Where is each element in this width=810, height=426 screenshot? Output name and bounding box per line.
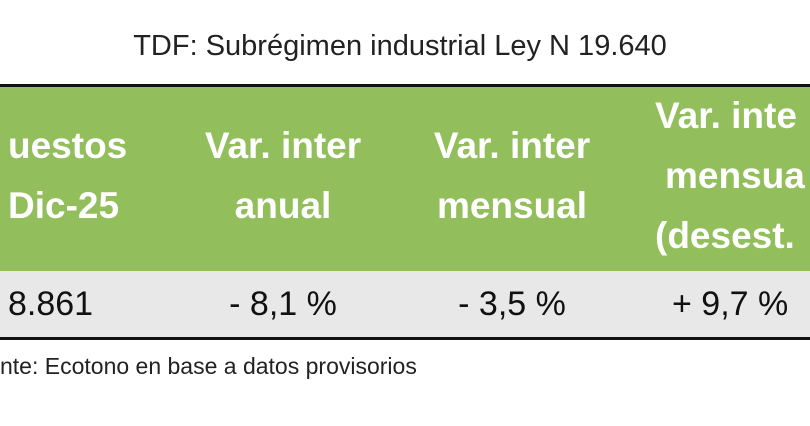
header-cell: anual	[234, 185, 332, 226]
header-cell: Var. inter	[204, 125, 362, 166]
source-note: nte: Ecotono en base a datos provisorios	[0, 353, 417, 379]
data-row: 8.861 - 8,1 % - 3,5 % + 9,7 %	[0, 271, 810, 340]
header-cell: mensua	[665, 155, 805, 196]
header-cell: uestos	[8, 125, 128, 166]
header-cell: Dic-25	[8, 185, 120, 226]
table-title: TDF: Subrégimen industrial Ley N 19.640	[133, 30, 667, 62]
header-cell: mensual	[436, 185, 588, 226]
table-cell: 8.861	[8, 285, 94, 323]
table-cell: - 8,1 %	[229, 285, 337, 323]
header-row: uestos Dic-25 Var. inter anual Var. inter men…	[0, 84, 810, 274]
header-cell: Var. inte	[655, 95, 797, 136]
header-cell: (desest.	[655, 215, 795, 256]
header-cell: Var. inter	[433, 125, 591, 166]
table-cell: - 3,5 %	[458, 285, 566, 323]
table-cell: + 9,7 %	[672, 285, 789, 323]
